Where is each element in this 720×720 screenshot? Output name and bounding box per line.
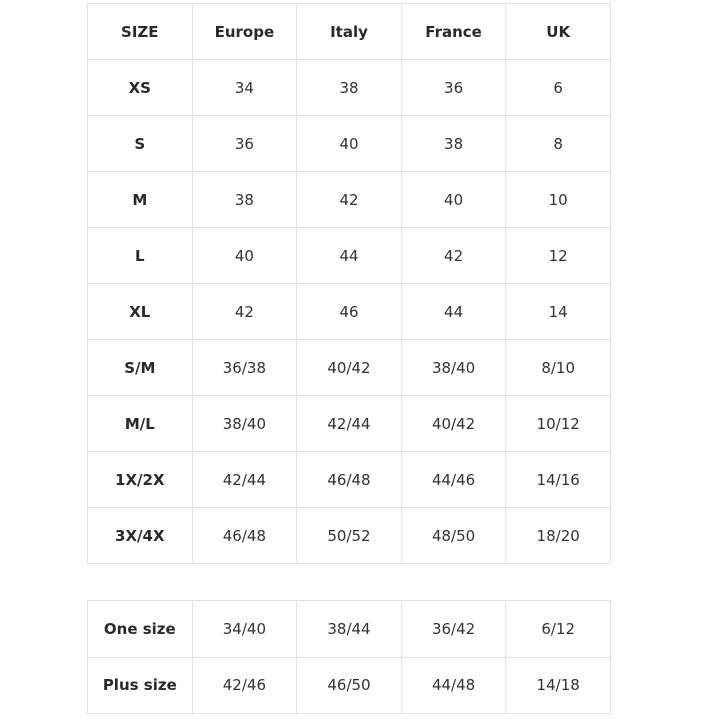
size-value-cell: 8 xyxy=(505,115,611,172)
size-label-cell: L xyxy=(87,227,193,284)
size-value-cell: 46/50 xyxy=(296,656,402,714)
size-value-cell: 42 xyxy=(400,227,507,284)
size-value-cell: 38/40 xyxy=(191,395,298,452)
size-value-cell: 38/40 xyxy=(400,339,507,396)
table-row: XS 34 38 36 6 xyxy=(87,59,611,116)
size-value-cell: 40 xyxy=(400,171,507,228)
size-value-cell: 12 xyxy=(505,227,611,284)
table-row: M/L 38/40 42/44 40/42 10/12 xyxy=(87,395,611,452)
size-value-cell: 14 xyxy=(505,283,611,340)
table-row: 1X/2X 42/44 46/48 44/46 14/16 xyxy=(87,451,611,508)
column-header: Europe xyxy=(191,3,298,60)
size-value-cell: 36/38 xyxy=(191,339,298,396)
size-value-cell: 46/48 xyxy=(296,451,402,508)
size-value-cell: 38 xyxy=(400,115,507,172)
size-value-cell: 34 xyxy=(191,59,298,116)
size-value-cell: 44/48 xyxy=(400,656,507,714)
size-value-cell: 44 xyxy=(400,283,507,340)
table-row: 3X/4X 46/48 50/52 48/50 18/20 xyxy=(87,507,611,564)
size-value-cell: 14/16 xyxy=(505,451,611,508)
size-label-cell: 3X/4X xyxy=(87,507,193,564)
size-value-cell: 44 xyxy=(296,227,402,284)
size-value-cell: 40/42 xyxy=(400,395,507,452)
size-label-cell: S/M xyxy=(87,339,193,396)
size-value-cell: 36 xyxy=(400,59,507,116)
table-row: S 36 40 38 8 xyxy=(87,115,611,172)
size-label-cell: XL xyxy=(87,283,193,340)
size-value-cell: 40/42 xyxy=(296,339,402,396)
size-label-cell: XS xyxy=(87,59,193,116)
table-row: S/M 36/38 40/42 38/40 8/10 xyxy=(87,339,611,396)
size-value-cell: 42/46 xyxy=(191,656,298,714)
size-value-cell: 10/12 xyxy=(505,395,611,452)
table-row: M 38 42 40 10 xyxy=(87,171,611,228)
size-value-cell: 36 xyxy=(191,115,298,172)
size-value-cell: 6 xyxy=(505,59,611,116)
size-value-cell: 48/50 xyxy=(400,507,507,564)
size-value-cell: 38 xyxy=(191,171,298,228)
table-row: Plus size 42/46 46/50 44/48 14/18 xyxy=(87,656,611,714)
size-value-cell: 34/40 xyxy=(191,600,298,658)
size-value-cell: 40 xyxy=(296,115,402,172)
header-row: SIZE Europe Italy France UK xyxy=(87,3,611,60)
size-value-cell: 18/20 xyxy=(505,507,611,564)
size-label-cell: 1X/2X xyxy=(87,451,193,508)
size-value-cell: 42 xyxy=(296,171,402,228)
size-value-cell: 42/44 xyxy=(191,451,298,508)
size-value-cell: 8/10 xyxy=(505,339,611,396)
column-header: France xyxy=(400,3,507,60)
size-label-cell: M xyxy=(87,171,193,228)
size-value-cell: 38/44 xyxy=(296,600,402,658)
size-value-cell: 46/48 xyxy=(191,507,298,564)
column-header: SIZE xyxy=(87,3,193,60)
size-label-cell: One size xyxy=(87,600,193,658)
size-value-cell: 46 xyxy=(296,283,402,340)
size-value-cell: 38 xyxy=(296,59,402,116)
column-header: Italy xyxy=(296,3,402,60)
size-label-cell: Plus size xyxy=(87,656,193,714)
size-value-cell: 6/12 xyxy=(505,600,611,658)
column-header: UK xyxy=(505,3,611,60)
size-value-cell: 42 xyxy=(191,283,298,340)
size-value-cell: 44/46 xyxy=(400,451,507,508)
size-value-cell: 10 xyxy=(505,171,611,228)
size-value-cell: 36/42 xyxy=(400,600,507,658)
size-value-cell: 14/18 xyxy=(505,656,611,714)
size-conversion-table: SIZE Europe Italy France UK XS 34 38 36 6 S 36 40 38 8… xyxy=(87,3,611,564)
table-row: One size 34/40 38/44 36/42 6/12 xyxy=(87,600,611,658)
table-row: XL 42 46 44 14 xyxy=(87,283,611,340)
size-value-cell: 40 xyxy=(191,227,298,284)
size-value-cell: 50/52 xyxy=(296,507,402,564)
size-label-cell: S xyxy=(87,115,193,172)
special-size-table: One size 34/40 38/44 36/42 6/12 Plus size 42/4… xyxy=(87,600,611,714)
size-value-cell: 42/44 xyxy=(296,395,402,452)
table-row: L 40 44 42 12 xyxy=(87,227,611,284)
size-label-cell: M/L xyxy=(87,395,193,452)
